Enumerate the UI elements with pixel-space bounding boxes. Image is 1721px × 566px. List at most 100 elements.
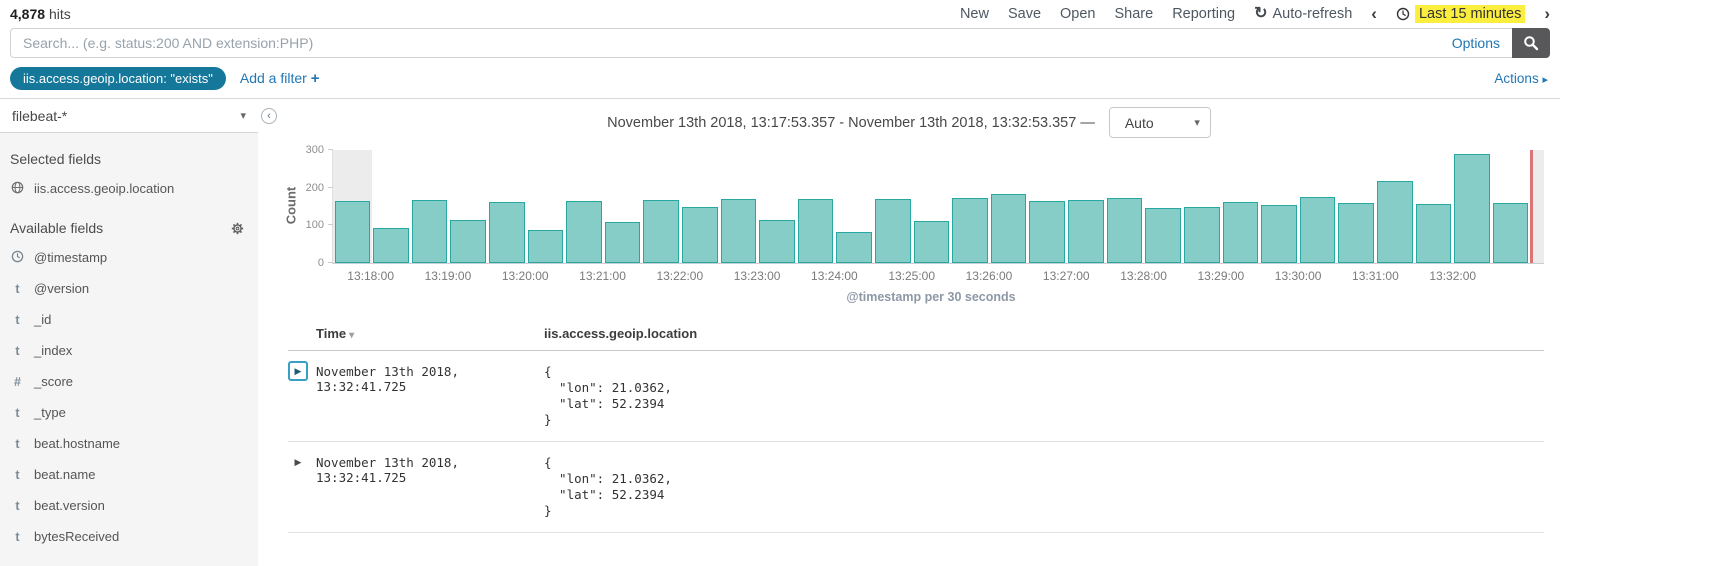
row-time-cell: November 13th 2018, 13:32:41.725 [316,455,459,485]
text-field-icon: t [15,468,20,482]
actions-menu-button[interactable]: Actions ▸ [1494,71,1548,86]
histogram-bar[interactable] [1145,208,1181,263]
histogram-bar[interactable] [1183,206,1220,263]
histogram-header: November 13th 2018, 13:17:53.357 - Novem… [258,107,1560,138]
plus-icon: + [310,69,320,87]
x-axis-tick-label: 13:32:00 [1429,269,1477,283]
share-button[interactable]: Share [1114,6,1154,22]
histogram-bar[interactable] [643,199,679,263]
histogram-bar[interactable] [1261,204,1297,263]
row-geoip-cell: { "lon": 21.0362, "lat": 52.2394 } [544,455,672,518]
options-link[interactable]: Options [1451,35,1500,51]
field-name: beat.hostname [34,436,121,451]
histogram-bar[interactable] [913,220,950,263]
field-name: bytesReceived [34,529,120,544]
histogram-bar[interactable] [952,197,988,263]
search-input-wrap: Options [10,28,1512,58]
refresh-icon: ↻ [1254,5,1268,22]
time-column-label: Time [316,326,347,341]
field-item[interactable]: t @version [0,273,258,304]
field-item[interactable]: @timestamp [0,242,258,273]
auto-refresh-button[interactable]: ↻ Auto-refresh [1254,5,1353,23]
histogram-bar[interactable] [759,219,795,263]
y-axis-label: Count [283,186,299,225]
field-item[interactable]: t beat.hostname [0,428,258,459]
histogram-bar[interactable] [797,198,834,263]
histogram-bar[interactable] [681,207,718,263]
geoip-column-header: iis.access.geoip.location [544,326,698,341]
search-input[interactable] [11,35,1512,51]
field-name: _index [34,343,73,358]
x-axis-tick-label: 13:30:00 [1274,269,1322,283]
top-nav: 4,878 hits New Save Open Share Reporting… [0,0,1560,25]
time-forward-chevron[interactable]: › [1544,4,1550,23]
x-axis-tick-label: 13:28:00 [1120,269,1167,283]
collapse-sidebar-button[interactable]: ‹ [261,108,277,124]
histogram-bar[interactable] [720,198,757,263]
interval-select[interactable]: Auto ▾ [1108,107,1211,138]
new-button[interactable]: New [959,6,989,22]
field-item[interactable]: t beat.name [0,459,258,490]
available-fields-header: Available fields [0,204,258,242]
x-axis-caption: @timestamp per 30 seconds [846,290,1016,304]
auto-refresh-label: Auto-refresh [1272,6,1353,22]
histogram-bar[interactable] [411,199,448,263]
field-item[interactable]: t bytesReceived [0,521,258,552]
field-name: @timestamp [34,250,108,265]
histogram-bar[interactable] [373,228,409,263]
histogram-bar[interactable] [836,231,873,263]
field-item[interactable]: t _type [0,397,258,428]
interval-value: Auto [1124,114,1154,131]
time-picker-button[interactable]: Last 15 minutes [1396,5,1526,23]
histogram-bar[interactable] [1454,153,1490,263]
filter-pill[interactable]: iis.access.geoip.location: "exists" [10,66,226,90]
histogram-bar[interactable] [334,200,371,263]
y-axis-tick: 100 [305,219,324,232]
index-pattern-select[interactable]: filebeat-* ▾ [0,99,258,133]
histogram-bar[interactable] [1415,203,1452,263]
field-item[interactable]: # _score [0,366,258,397]
histogram-bar[interactable] [450,220,486,263]
histogram-bar[interactable] [488,201,525,263]
table-row: ▶ November 13th 2018, 13:32:41.725 { "lon"… [288,442,1544,533]
histogram-bar[interactable] [990,194,1027,263]
time-back-chevron[interactable]: ‹ [1371,4,1377,23]
field-item[interactable]: iis.access.geoip.location [0,173,258,204]
index-pattern-label: filebeat-* [12,107,68,124]
histogram-bar[interactable] [1068,199,1104,263]
x-axis-tick-label: 13:23:00 [733,269,781,283]
histogram-bar[interactable] [1106,198,1143,263]
reporting-button[interactable]: Reporting [1172,6,1236,22]
histogram-bar[interactable] [1222,201,1259,263]
histogram-bar[interactable] [1338,202,1374,263]
x-axis-tick-label: 13:22:00 [656,269,704,283]
x-axis-labels: 13:18:00 13:19:00 13:20:00 13:21:00 13:22:00… [332,269,1530,284]
field-name: _id [34,312,52,327]
open-button[interactable]: Open [1060,6,1096,22]
add-filter-button[interactable]: Add a filter + [240,70,320,87]
field-name: @version [34,281,90,296]
field-item[interactable]: t _id [0,304,258,335]
x-axis-tick-label: 13:24:00 [811,269,858,283]
histogram-bar[interactable] [527,230,564,263]
histogram-bar[interactable] [1299,197,1336,263]
field-item[interactable]: t _index [0,335,258,366]
search-button[interactable] [1512,28,1550,58]
histogram-bar[interactable] [1492,202,1529,263]
histogram-bar[interactable] [1029,200,1066,263]
histogram-plot: 0 100 200 300 [306,144,1544,269]
field-settings-button[interactable] [231,222,244,235]
expand-row-button[interactable]: ▶ [288,452,308,472]
field-item[interactable]: t beat.version [0,490,258,521]
histogram-bar[interactable] [566,200,602,263]
available-fields-list: @timestamp t @version t _id t _index # _score t _t… [0,242,258,552]
histogram-bar[interactable] [604,221,641,263]
field-name: beat.name [34,467,96,482]
table-row: ▶ November 13th 2018, 13:32:41.725 { "lon"… [288,351,1544,442]
time-column-header[interactable]: Time ▾ [316,326,544,341]
expand-row-button[interactable]: ▶ [288,361,308,381]
histogram-bar[interactable] [1376,180,1413,263]
hits-count: 4,878 [10,6,46,22]
histogram-bar[interactable] [875,198,911,263]
save-button[interactable]: Save [1007,6,1042,22]
